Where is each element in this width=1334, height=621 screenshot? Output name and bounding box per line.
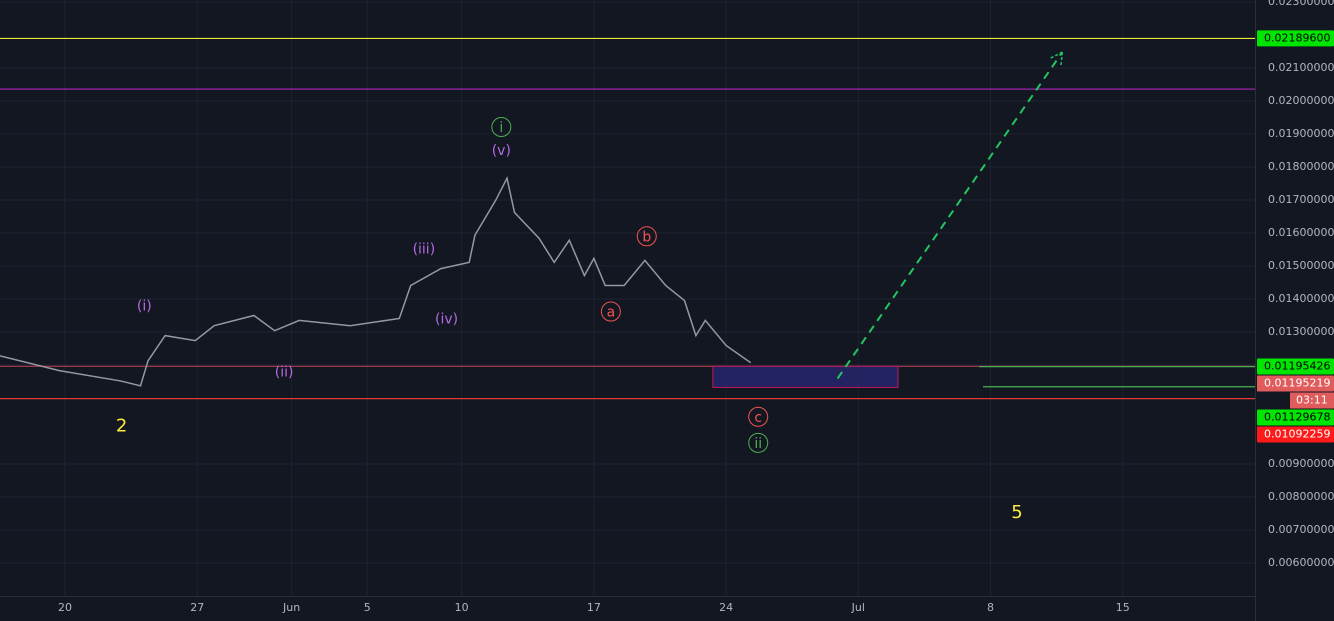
price-badge <box>1257 409 1334 426</box>
projection-arrow <box>836 51 1064 380</box>
price-badge-label: 0.01129678 <box>1264 411 1330 424</box>
price-line <box>0 175 752 387</box>
y-tick-label: 0.00800000 <box>1268 490 1334 503</box>
wave-label: (i) <box>137 299 152 315</box>
y-tick-label: 0.01700000 <box>1268 193 1334 206</box>
annotation-circle <box>600 301 621 322</box>
y-tick-label: 0.02000000 <box>1268 94 1334 107</box>
y-tick-label: 0.00700000 <box>1268 523 1334 536</box>
y-tick-label: 0.00900000 <box>1268 457 1334 470</box>
wave-label: a <box>607 305 616 321</box>
wave-label: ii <box>754 436 762 452</box>
arrow-head <box>1060 52 1064 67</box>
annotation-circle <box>748 406 769 427</box>
target-zone <box>712 365 899 388</box>
wave-label: 5 <box>1011 502 1022 523</box>
price-badge-label: 0.02189600 <box>1264 31 1330 44</box>
price-badge <box>1257 375 1334 392</box>
y-tick-label: 0.01500000 <box>1268 259 1334 272</box>
y-tick-label: 0.01300000 <box>1268 325 1334 338</box>
annotation-circle <box>748 432 769 453</box>
price-badge <box>1257 358 1334 375</box>
y-tick-label: 0.01400000 <box>1268 292 1334 305</box>
x-tick-label: 24 <box>719 601 733 614</box>
x-tick-label: Jun <box>282 601 300 614</box>
x-tick-label: 8 <box>987 601 994 614</box>
wave-label: c <box>754 410 762 426</box>
arrow-head <box>1049 51 1063 60</box>
x-tick-label: 27 <box>190 601 204 614</box>
wave-label: b <box>642 229 651 245</box>
x-tick-label: Jul <box>851 601 865 614</box>
y-tick-label: 0.00600000 <box>1268 556 1334 569</box>
y-tick-label: 0.01600000 <box>1268 226 1334 239</box>
x-tick-label: 15 <box>1116 601 1130 614</box>
wave-label: (v) <box>492 143 511 159</box>
price-badge-label: 0.01195219 <box>1264 377 1330 390</box>
countdown-label: 03:11 <box>1296 394 1328 407</box>
x-tick-label: 20 <box>58 601 72 614</box>
y-tick-label: 0.01900000 <box>1268 127 1334 140</box>
y-tick-label: 0.01800000 <box>1268 160 1334 173</box>
wave-label: (iv) <box>435 311 458 327</box>
x-tick-label: 10 <box>455 601 469 614</box>
wave-label: 2 <box>116 416 127 437</box>
countdown-badge <box>1290 392 1334 409</box>
annotation-circle <box>491 117 512 138</box>
y-tick-label: 0.02300000 <box>1268 0 1334 8</box>
price-badge <box>1257 426 1334 443</box>
x-tick-label: 5 <box>364 601 371 614</box>
wave-label: i <box>499 120 503 136</box>
price-badge <box>1257 30 1334 47</box>
price-badge-label: 0.01092259 <box>1264 428 1330 441</box>
x-tick-label: 17 <box>587 601 601 614</box>
annotation-circle <box>636 226 657 247</box>
wave-label: (iii) <box>413 241 436 257</box>
wave-label: (ii) <box>275 365 294 381</box>
y-tick-label: 0.02100000 <box>1268 61 1334 74</box>
price-badge-label: 0.01195426 <box>1264 360 1330 373</box>
